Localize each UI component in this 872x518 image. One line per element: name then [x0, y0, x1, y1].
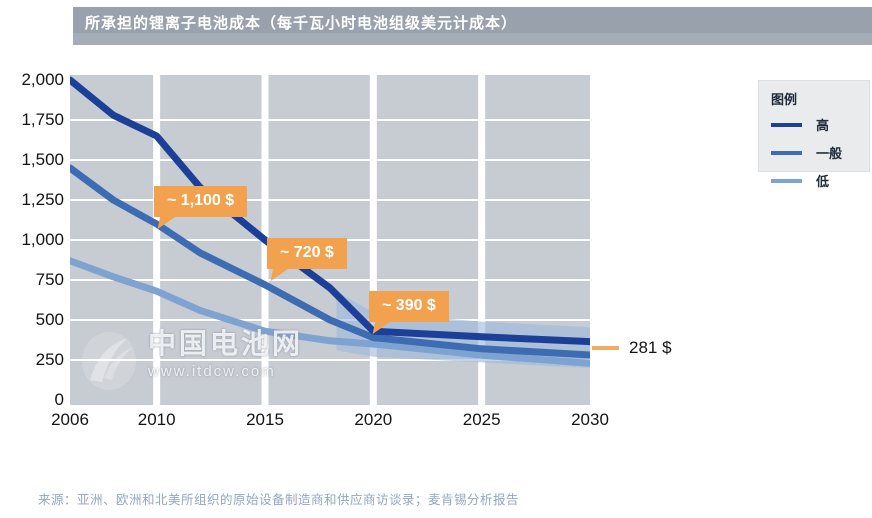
low-line-swatch — [771, 178, 802, 183]
y-tick-label: 0 — [54, 390, 64, 409]
x-tick-label: 2020 — [354, 410, 393, 429]
legend-item-medium: 一般 — [771, 143, 869, 162]
end-value-dash — [592, 346, 619, 350]
x-tick-label: 2025 — [462, 410, 501, 429]
x-tick-label: 2010 — [137, 410, 176, 429]
legend-title: 图例 — [771, 92, 798, 107]
x-tick-label: 2015 — [246, 410, 284, 429]
y-tick-label: 250 — [35, 350, 64, 369]
x-tick-label: 2006 — [51, 410, 89, 429]
gridline-vertical — [478, 75, 486, 405]
legend: 图例 高 一般 低 — [758, 80, 870, 189]
callout-390: ~ 390 $ — [369, 291, 449, 322]
legend-label-medium: 一般 — [816, 146, 843, 161]
chart-title: 所承担的锂离子电池成本（每千瓦小时电池组级美元计成本） — [85, 14, 518, 32]
legend-item-low: 低 — [771, 171, 869, 190]
end-value-text: 281 $ — [629, 338, 672, 357]
x-tick-label: 2030 — [571, 410, 609, 429]
legend-label-high: 高 — [816, 118, 830, 133]
series-line-低 — [70, 257, 590, 367]
legend-item-high: 高 — [771, 115, 869, 134]
y-axis-labels: 0 250 500 750 1,000 1,250 1,500 1,750 2,000 — [0, 0, 64, 518]
callout-720: ~ 720 $ — [267, 238, 347, 269]
high-line-swatch — [771, 122, 802, 127]
gridline-vertical — [369, 75, 377, 405]
series-line-高 — [70, 76, 590, 346]
legend-label-low: 低 — [816, 174, 830, 189]
y-tick-label: 2,000 — [21, 70, 64, 89]
y-tick-label: 1,000 — [21, 230, 64, 249]
y-tick-label: 750 — [35, 270, 64, 289]
y-tick-label: 1,250 — [21, 190, 64, 209]
callout-1100: ~ 1,100 $ — [154, 186, 248, 217]
y-tick-label: 1,500 — [21, 150, 64, 169]
y-tick-label: 500 — [35, 310, 64, 329]
chart-title-bar: 所承担的锂离子电池成本（每千瓦小时电池组级美元计成本） — [73, 7, 872, 45]
medium-line-swatch — [771, 150, 802, 155]
source-note: 来源：亚洲、欧洲和北美所组织的原始设备制造商和供应商访谈录；麦肯锡分析报告 — [38, 493, 520, 507]
end-value-label: 281 $ — [592, 338, 672, 358]
y-tick-label: 1,750 — [21, 110, 64, 129]
gridline-vertical — [153, 75, 161, 405]
series-line-一般 — [70, 164, 590, 359]
plot-area — [70, 75, 590, 405]
